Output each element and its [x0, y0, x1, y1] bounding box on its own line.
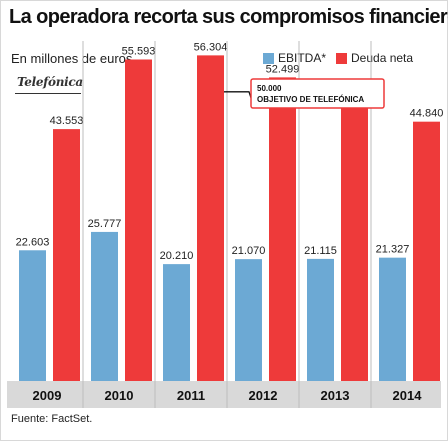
bar-ebitda — [235, 259, 262, 381]
bar-ebitda — [163, 264, 190, 381]
x-tick-label: 2014 — [393, 388, 423, 403]
bar-deuda-neta — [413, 121, 440, 382]
target-text-label: OBJETIVO DE TELEFÓNICA — [257, 95, 364, 104]
data-label-deuda-neta: 52.499 — [266, 63, 300, 75]
source-note: Fuente: FactSet. — [11, 413, 93, 425]
legend-swatch-ebitda — [263, 52, 274, 64]
data-label-ebitda: 21.327 — [376, 244, 410, 256]
x-tick-label: 2011 — [177, 388, 205, 403]
chart-legend: EBITDA* Deuda neta — [263, 51, 413, 65]
telefonica-logo: Telefónica — [17, 75, 83, 89]
target-callout-box — [250, 78, 385, 109]
legend-swatch-deuda — [336, 52, 348, 64]
bar-ebitda — [379, 257, 406, 381]
target-value-label: 50.000 — [257, 84, 282, 93]
legend-label-deuda: Deuda neta — [351, 51, 414, 65]
category-axis-band — [7, 381, 441, 408]
x-tick-label: 2013 — [321, 388, 350, 403]
bar-deuda-neta — [341, 100, 368, 381]
data-label-ebitda: 25.777 — [88, 218, 122, 230]
x-tick-label: 2009 — [33, 388, 62, 403]
bar-deuda-neta — [125, 59, 152, 381]
chart-title: La operadora recorta sus compromisos fin… — [9, 6, 448, 28]
legend-item-ebitda: EBITDA* — [263, 51, 326, 65]
data-label-deuda-neta: 43.553 — [50, 115, 84, 127]
data-label-deuda-neta: 44.840 — [410, 108, 444, 120]
logo-underline — [15, 93, 81, 94]
x-tick-label: 2012 — [249, 388, 278, 403]
bar-deuda-neta — [269, 77, 296, 381]
x-tick-label: 2010 — [105, 388, 134, 403]
data-label-ebitda: 21.070 — [232, 245, 266, 257]
bar-deuda-neta — [197, 55, 224, 382]
data-label-ebitda: 22.603 — [16, 236, 50, 248]
data-label-ebitda: 21.115 — [304, 245, 337, 257]
bar-ebitda — [19, 250, 46, 381]
chart-subtitle: En millones de euros — [11, 51, 133, 66]
legend-label-ebitda: EBITDA* — [278, 51, 327, 65]
bar-ebitda — [91, 231, 118, 381]
data-label-deuda-neta: 55.593 — [122, 45, 156, 57]
data-label-deuda-neta: 56.304 — [194, 41, 228, 53]
bar-deuda-neta — [53, 129, 80, 381]
bar-ebitda — [307, 258, 334, 381]
legend-item-deuda: Deuda neta — [336, 51, 413, 65]
data-label-ebitda: 20.210 — [160, 250, 194, 262]
